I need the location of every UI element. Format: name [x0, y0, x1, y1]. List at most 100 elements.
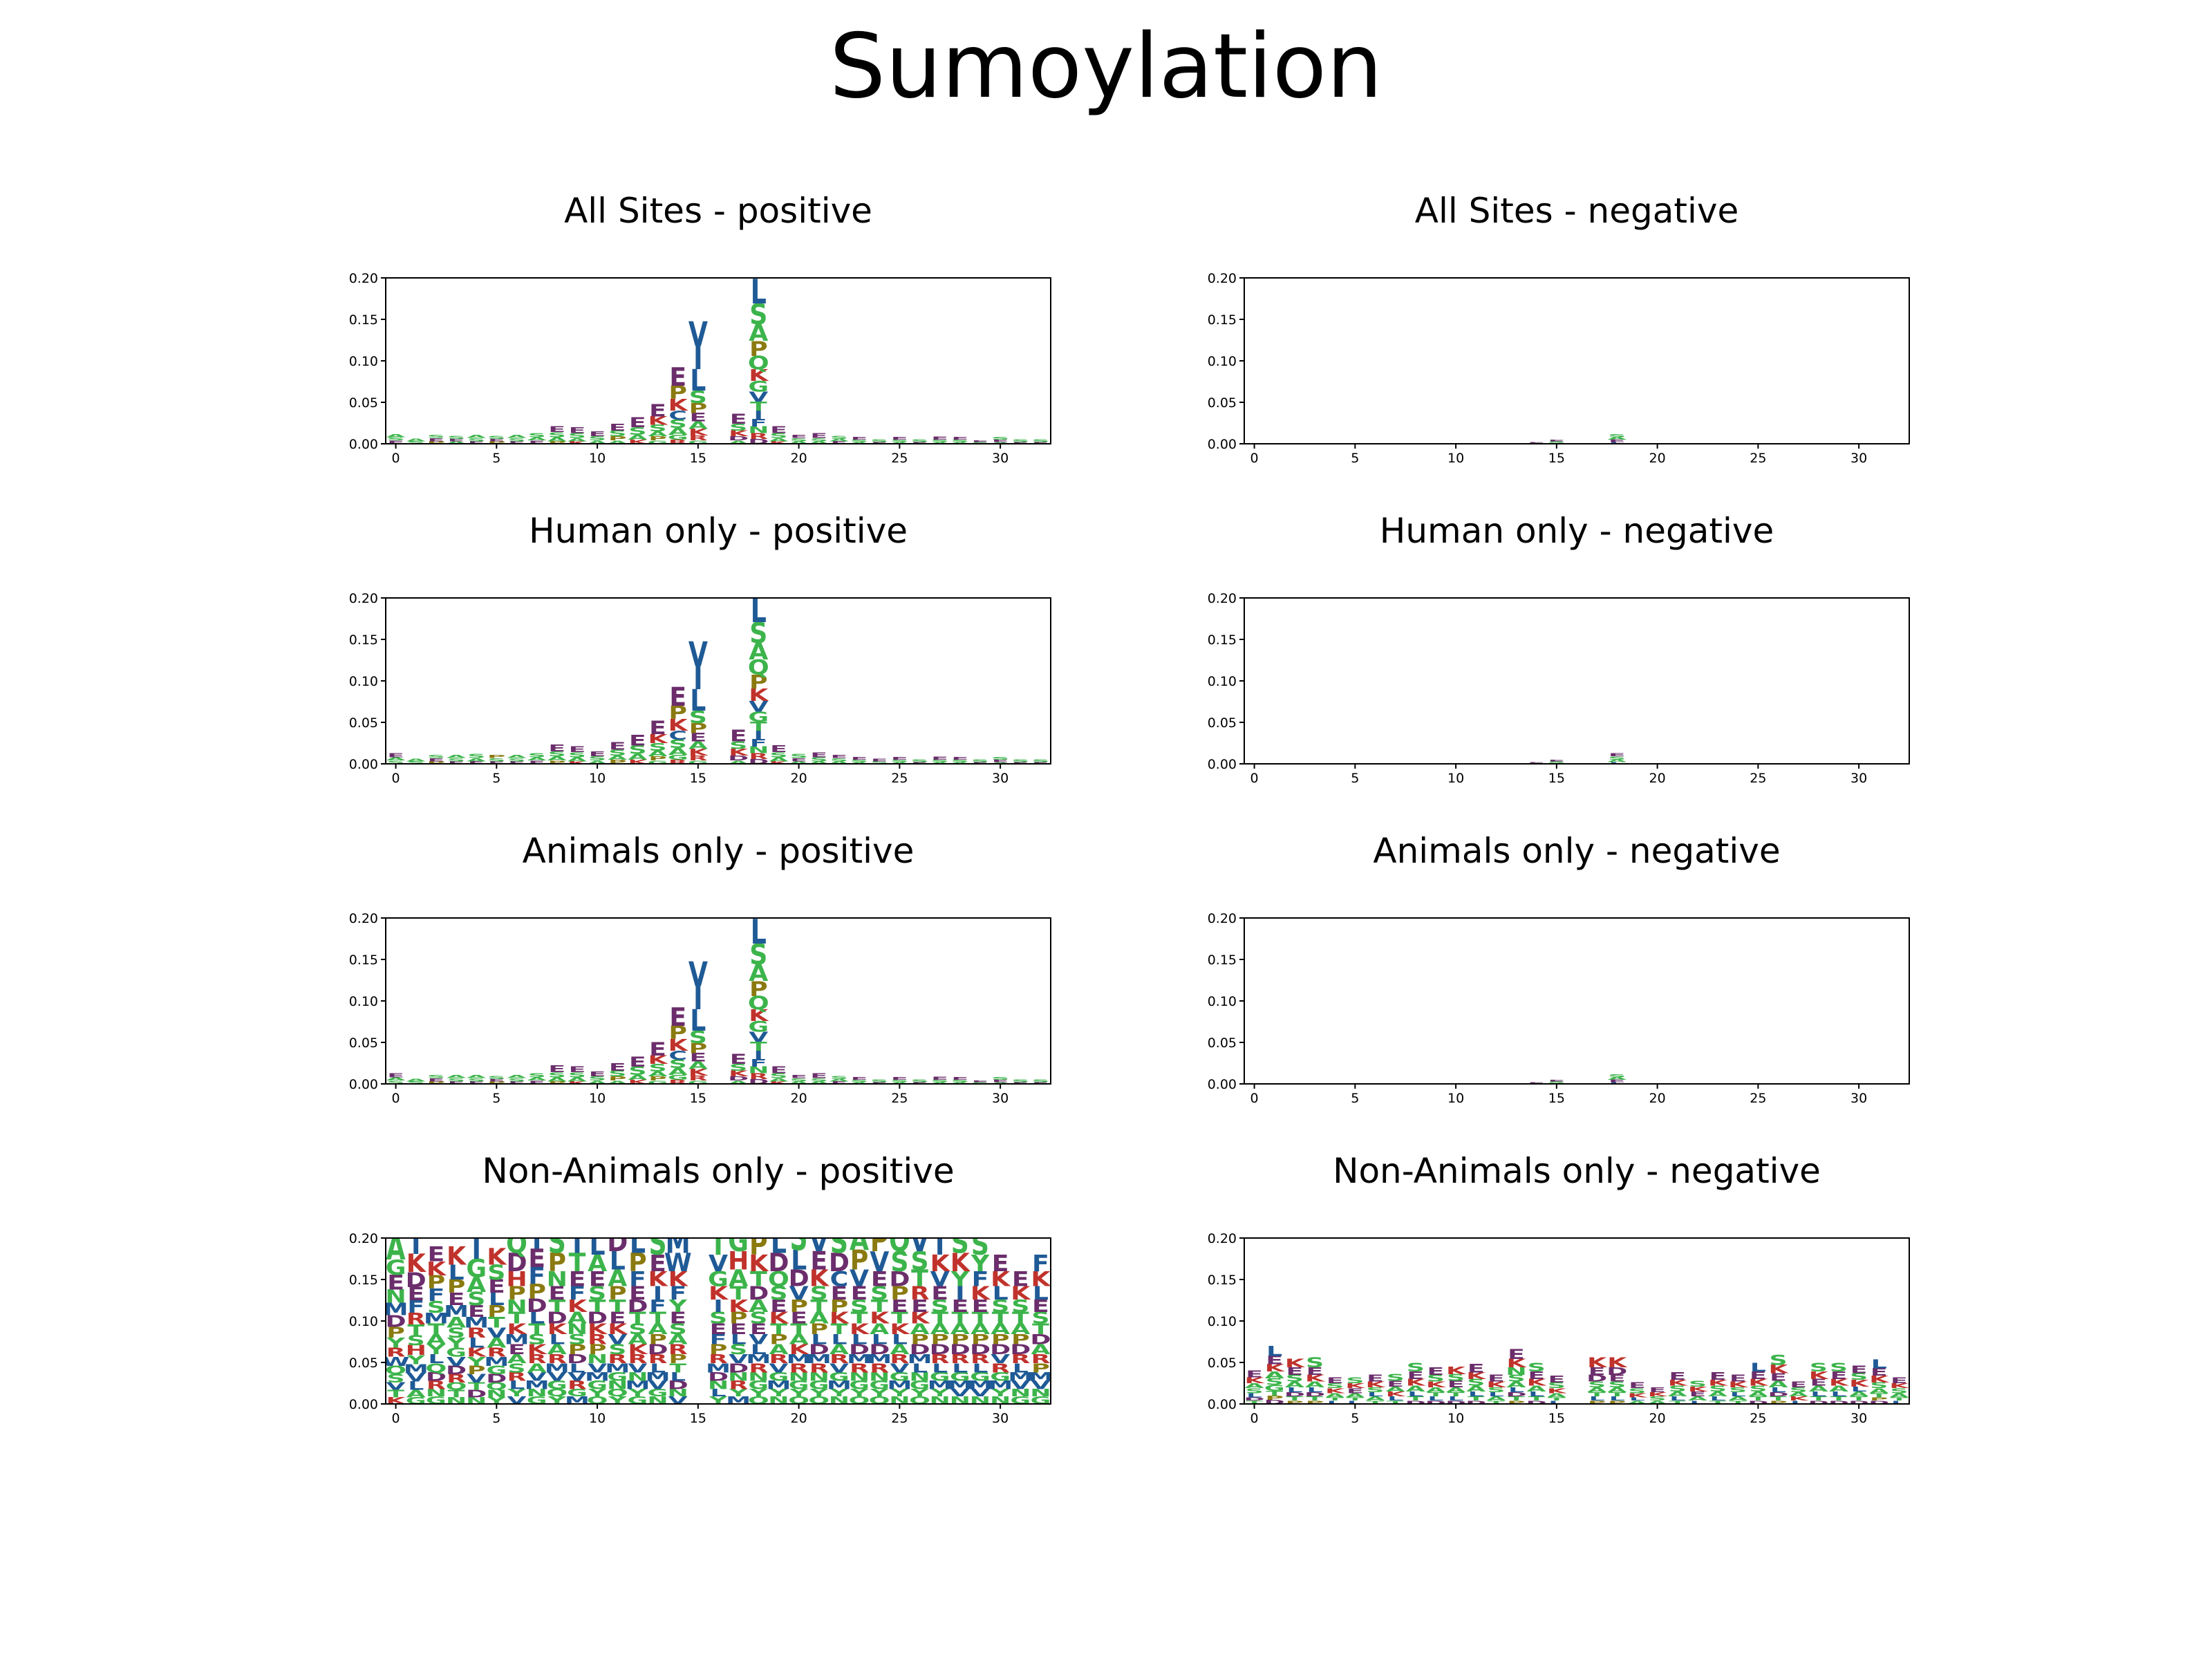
- y-tick-label: 0.10: [1208, 354, 1237, 369]
- logo-letter-y: Y: [487, 1396, 506, 1406]
- logo-letter-s: S: [850, 1297, 868, 1317]
- logo-letter-i: I: [693, 660, 702, 697]
- logo-letter-d: D: [789, 1266, 809, 1292]
- logo-letter-s: S: [931, 1297, 949, 1317]
- x-tick-label: 5: [1351, 451, 1359, 466]
- logo-letter-s: S: [689, 708, 707, 728]
- logo-letter-m: M: [968, 1378, 993, 1391]
- logo-letter-n: N: [607, 1378, 628, 1391]
- logo-letter-r: R: [507, 1370, 527, 1383]
- logo-letter-d: D: [1808, 1400, 1829, 1405]
- logo-letter-e: E: [569, 1065, 586, 1074]
- logo-letter-e: E: [488, 1277, 505, 1297]
- logo-letter-s: S: [1669, 1385, 1687, 1394]
- logo-letter-e: E: [609, 740, 626, 753]
- logo-letter-e: E: [851, 1284, 868, 1304]
- logo-letter-k: K: [648, 414, 669, 427]
- logo-letter-s: S: [729, 1062, 747, 1073]
- logo-letter-q: Q: [546, 1387, 568, 1399]
- logo-letter-l: L: [1790, 1400, 1806, 1405]
- logo-letter-s: S: [548, 750, 566, 758]
- logo-letter-a: A: [1607, 1386, 1627, 1394]
- x-tick-label: 25: [1750, 771, 1766, 786]
- logo-letter-d: D: [527, 1296, 547, 1317]
- logo-letter-l: L: [710, 1387, 726, 1399]
- logo-letter-s: S: [790, 438, 808, 443]
- logo-letter-m: M: [827, 1378, 852, 1391]
- logo-letter-i: I: [411, 1223, 420, 1262]
- logo-letter-t: T: [1286, 1396, 1304, 1402]
- logo-letter-e: E: [790, 1074, 807, 1080]
- logo-letter-p: P: [930, 1331, 949, 1347]
- logo-letter-e: E: [1891, 1376, 1908, 1385]
- logo-letter-p: P: [809, 1321, 828, 1338]
- logo-letter-s: S: [790, 753, 808, 759]
- logo-letter-a: A: [1285, 1380, 1304, 1389]
- logo-letter-m: M: [605, 1360, 630, 1375]
- logo-letter-a: A: [1869, 1387, 1889, 1395]
- logo-letter-s: S: [1608, 1074, 1626, 1079]
- logo-letter-s: S: [769, 1284, 787, 1304]
- y-tick-label: 0.05: [1208, 715, 1237, 731]
- logo-letter-t: T: [508, 1309, 525, 1328]
- logo-letter-y: Y: [910, 1387, 930, 1399]
- logo-letter-e: E: [891, 1297, 908, 1317]
- logo-letter-k: K: [910, 1309, 930, 1328]
- logo-letter-m: M: [625, 1378, 650, 1391]
- logo-letter-a: A: [487, 1335, 507, 1351]
- logo-letter-k: K: [1668, 1378, 1689, 1387]
- logo-letter-g: G: [668, 753, 688, 762]
- logo-letter-n: N: [486, 1388, 507, 1400]
- logo-letter-a: A: [991, 762, 1010, 765]
- logo-letter-d: D: [970, 1342, 991, 1358]
- logo-letter-e: E: [951, 757, 968, 761]
- logo-letter-e: E: [468, 1303, 485, 1322]
- logo-letter-e: E: [448, 1290, 465, 1310]
- logo-letter-s: S: [870, 761, 888, 765]
- logo-letter-y: Y: [386, 1335, 406, 1351]
- logo-letter-d: D: [1304, 1391, 1325, 1398]
- logo-letter-m: M: [847, 1351, 872, 1366]
- logo-letter-y: Y: [971, 1251, 990, 1277]
- logo-letter-s: S: [628, 1065, 646, 1078]
- logo-letter-d: D: [1606, 1365, 1627, 1378]
- logo-letter-a: A: [749, 961, 768, 987]
- logo-letter-t: T: [1266, 1389, 1283, 1398]
- logo-letter-s: S: [1588, 1380, 1606, 1389]
- logo-letter-n: N: [547, 1267, 568, 1291]
- logo-letter-g: G: [688, 440, 709, 445]
- logo-letter-r: R: [467, 1325, 486, 1341]
- logo-letter-e: E: [1649, 1386, 1666, 1394]
- logo-letter-g: G: [668, 433, 688, 442]
- logo-letter-e: E: [790, 434, 807, 440]
- logo-letter-p: P: [1031, 1360, 1050, 1375]
- logo-letter-l: L: [1548, 1400, 1564, 1405]
- logo-letter-t: T: [488, 1314, 506, 1331]
- logo-letter-s: S: [1790, 1386, 1808, 1394]
- logo-letter-n: N: [647, 1394, 668, 1407]
- x-tick-label: 5: [492, 1411, 500, 1426]
- logo-letter-l: L: [1427, 1396, 1443, 1402]
- logo-letter-l: L: [1013, 1360, 1029, 1375]
- logo-letter-n: N: [1030, 1387, 1051, 1399]
- logo-letter-i: I: [532, 1218, 541, 1257]
- logo-letter-m: M: [787, 1351, 812, 1366]
- logo-letter-k: K: [991, 1267, 1011, 1291]
- logo-letter-q: Q: [869, 1394, 890, 1407]
- logo-letter-f: F: [972, 1267, 989, 1291]
- logo-letter-a: A: [850, 762, 869, 765]
- logo-letter-a: A: [1426, 1386, 1446, 1394]
- logo-letter-d: D: [486, 1372, 507, 1385]
- logo-letter-w: W: [382, 1354, 410, 1369]
- y-tick-label: 0.20: [349, 1231, 378, 1246]
- logo-letter-l: L: [630, 1224, 646, 1260]
- logo-letter-s: S: [951, 759, 969, 763]
- logo-letter-v: V: [467, 1372, 486, 1385]
- logo-letter-v: V: [890, 1360, 910, 1375]
- logo-letter-d: D: [1828, 1400, 1849, 1405]
- logo-letter-e: E: [992, 1251, 1009, 1277]
- logo-letter-p: P: [749, 671, 768, 693]
- logo-letter-r: R: [447, 1372, 466, 1385]
- logo-letter-l: L: [993, 1284, 1009, 1304]
- logo-letter-s: S: [528, 432, 546, 438]
